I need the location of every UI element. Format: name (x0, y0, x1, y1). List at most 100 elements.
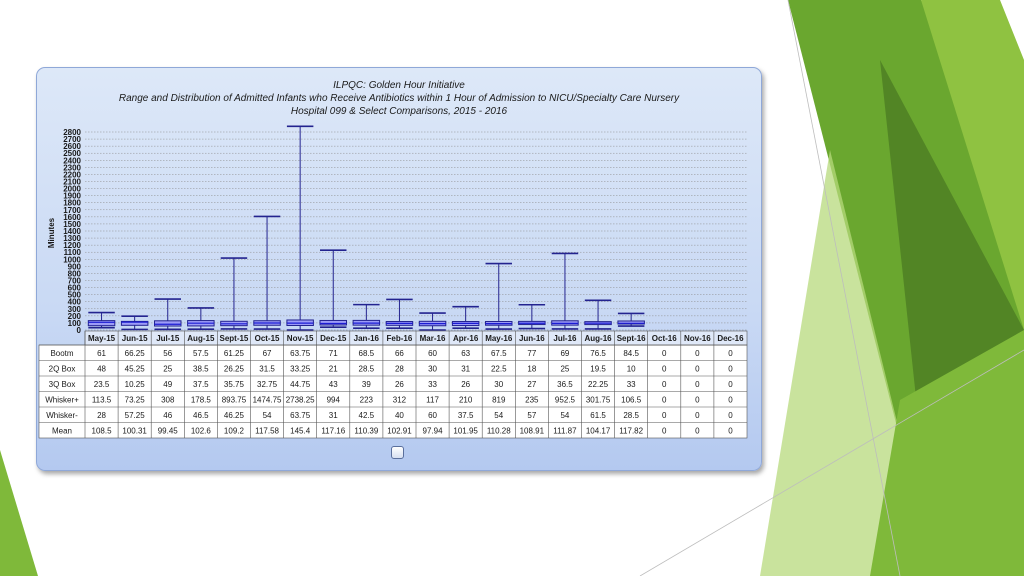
category-label: Nov-15 (287, 334, 314, 343)
table-cell: 61.25 (224, 349, 245, 358)
y-tick-label: 500 (68, 291, 82, 300)
table-cell: 54 (263, 411, 272, 420)
table-cell: 113.5 (92, 395, 112, 404)
y-tick-label: 600 (68, 284, 82, 293)
table-cell: 36.5 (557, 380, 573, 389)
y-tick-label: 0 (77, 326, 82, 335)
table-cell: 23.5 (94, 380, 110, 389)
table-cell: 22.5 (491, 364, 507, 373)
table-cell: 0 (728, 426, 733, 435)
box-aug-15 (187, 307, 215, 331)
table-cell: 117.16 (321, 426, 345, 435)
box-jun-15 (120, 315, 149, 331)
table-cell: 26 (461, 380, 470, 389)
y-tick-label: 700 (68, 277, 82, 286)
table-cell: 61 (97, 349, 106, 358)
table-cell: 37.5 (458, 411, 474, 420)
y-tick-label: 900 (68, 262, 82, 271)
table-cell: 33 (627, 380, 636, 389)
decor-line-1 (787, 0, 901, 576)
table-cell: 30 (428, 364, 437, 373)
table-cell: 0 (662, 349, 667, 358)
row-label: 2Q Box (49, 364, 76, 373)
table-cell: 0 (695, 349, 700, 358)
chart-subtitle-2: Hospital 099 & Select Comparisons, 2015 … (291, 106, 508, 117)
table-cell: 0 (662, 411, 667, 420)
chart-panel: ILPQC: Golden Hour Initiative Range and … (36, 67, 762, 471)
y-axis-label: Minutes (47, 217, 56, 248)
table-cell: 67 (263, 349, 272, 358)
table-cell: 46 (163, 411, 172, 420)
boxplot-chart: ILPQC: Golden Hour Initiative Range and … (38, 80, 748, 439)
table-cell: 84.5 (623, 349, 639, 358)
table-cell: 106.5 (621, 395, 642, 404)
table-cell: 26.25 (224, 364, 245, 373)
table-cell: 21 (329, 364, 338, 373)
table-cell: 30 (494, 380, 503, 389)
table-cell: 97.94 (423, 426, 444, 435)
category-label: Sept-16 (617, 334, 646, 343)
table-cell: 63 (461, 349, 470, 358)
category-label: Feb-16 (387, 334, 413, 343)
y-tick-label: 1400 (63, 227, 81, 236)
table-cell: 43 (329, 380, 338, 389)
table-cell: 25 (163, 364, 172, 373)
table-cell: 0 (728, 411, 733, 420)
plot-area (81, 130, 747, 330)
table-cell: 104.17 (586, 426, 611, 435)
box-jan-16 (352, 303, 381, 329)
table-cell: 22.25 (588, 380, 609, 389)
y-tick-label: 2500 (63, 149, 81, 158)
y-tick-label: 2600 (63, 142, 81, 151)
category-label: Aug-15 (187, 334, 215, 343)
table-cell: 117.82 (619, 426, 643, 435)
table-cell: 994 (327, 395, 341, 404)
category-label: Dec-15 (320, 334, 347, 343)
table-cell: 71 (329, 349, 338, 358)
category-label: Aug-16 (584, 334, 612, 343)
table-cell: 109.2 (224, 426, 245, 435)
y-tick-label: 100 (68, 319, 82, 328)
table-cell: 0 (695, 395, 700, 404)
table-cell: 235 (525, 395, 539, 404)
table-cell: 63.75 (290, 411, 311, 420)
table-cell: 178.5 (191, 395, 212, 404)
box-oct-15 (253, 215, 281, 330)
green-corner-bottom-left (0, 450, 38, 576)
table-cell: 108.91 (520, 426, 545, 435)
table-cell: 117.58 (255, 426, 279, 435)
y-tick-label: 1700 (63, 206, 81, 215)
y-tick-label: 1100 (64, 248, 82, 257)
y-tick-label: 2100 (63, 178, 81, 187)
table-cell: 19.5 (590, 364, 606, 373)
table-cell: 66.25 (125, 349, 146, 358)
chart-title: ILPQC: Golden Hour Initiative (333, 80, 465, 91)
table-cell: 28 (97, 411, 106, 420)
table-cell: 31.5 (259, 364, 275, 373)
table-cell: 42.5 (359, 411, 375, 420)
box-mar-16 (418, 312, 447, 331)
row-label: Mean (52, 426, 72, 435)
box-feb-16 (385, 298, 414, 329)
scroll-toggle-button[interactable] (391, 446, 404, 459)
table-cell: 54 (494, 411, 503, 420)
table-cell: 101.95 (453, 426, 478, 435)
category-label: Apr-16 (453, 334, 479, 343)
table-cell: 952.5 (555, 395, 576, 404)
y-tick-label: 1300 (63, 234, 81, 243)
y-tick-label: 1900 (63, 192, 81, 201)
table-cell: 145.4 (290, 426, 311, 435)
table-cell: 48 (97, 364, 106, 373)
box-sept-16 (617, 312, 645, 327)
table-cell: 2738.25 (286, 395, 315, 404)
table-cell: 37.5 (193, 380, 209, 389)
y-tick-label: 1800 (63, 199, 81, 208)
table-cell: 57 (527, 411, 536, 420)
box-nov-15 (286, 125, 314, 331)
category-label: Sept-15 (219, 334, 248, 343)
y-tick-label: 1500 (63, 220, 81, 229)
table-cell: 99.45 (158, 426, 179, 435)
table-cell: 63.75 (290, 349, 311, 358)
box-aug-16 (584, 299, 612, 330)
